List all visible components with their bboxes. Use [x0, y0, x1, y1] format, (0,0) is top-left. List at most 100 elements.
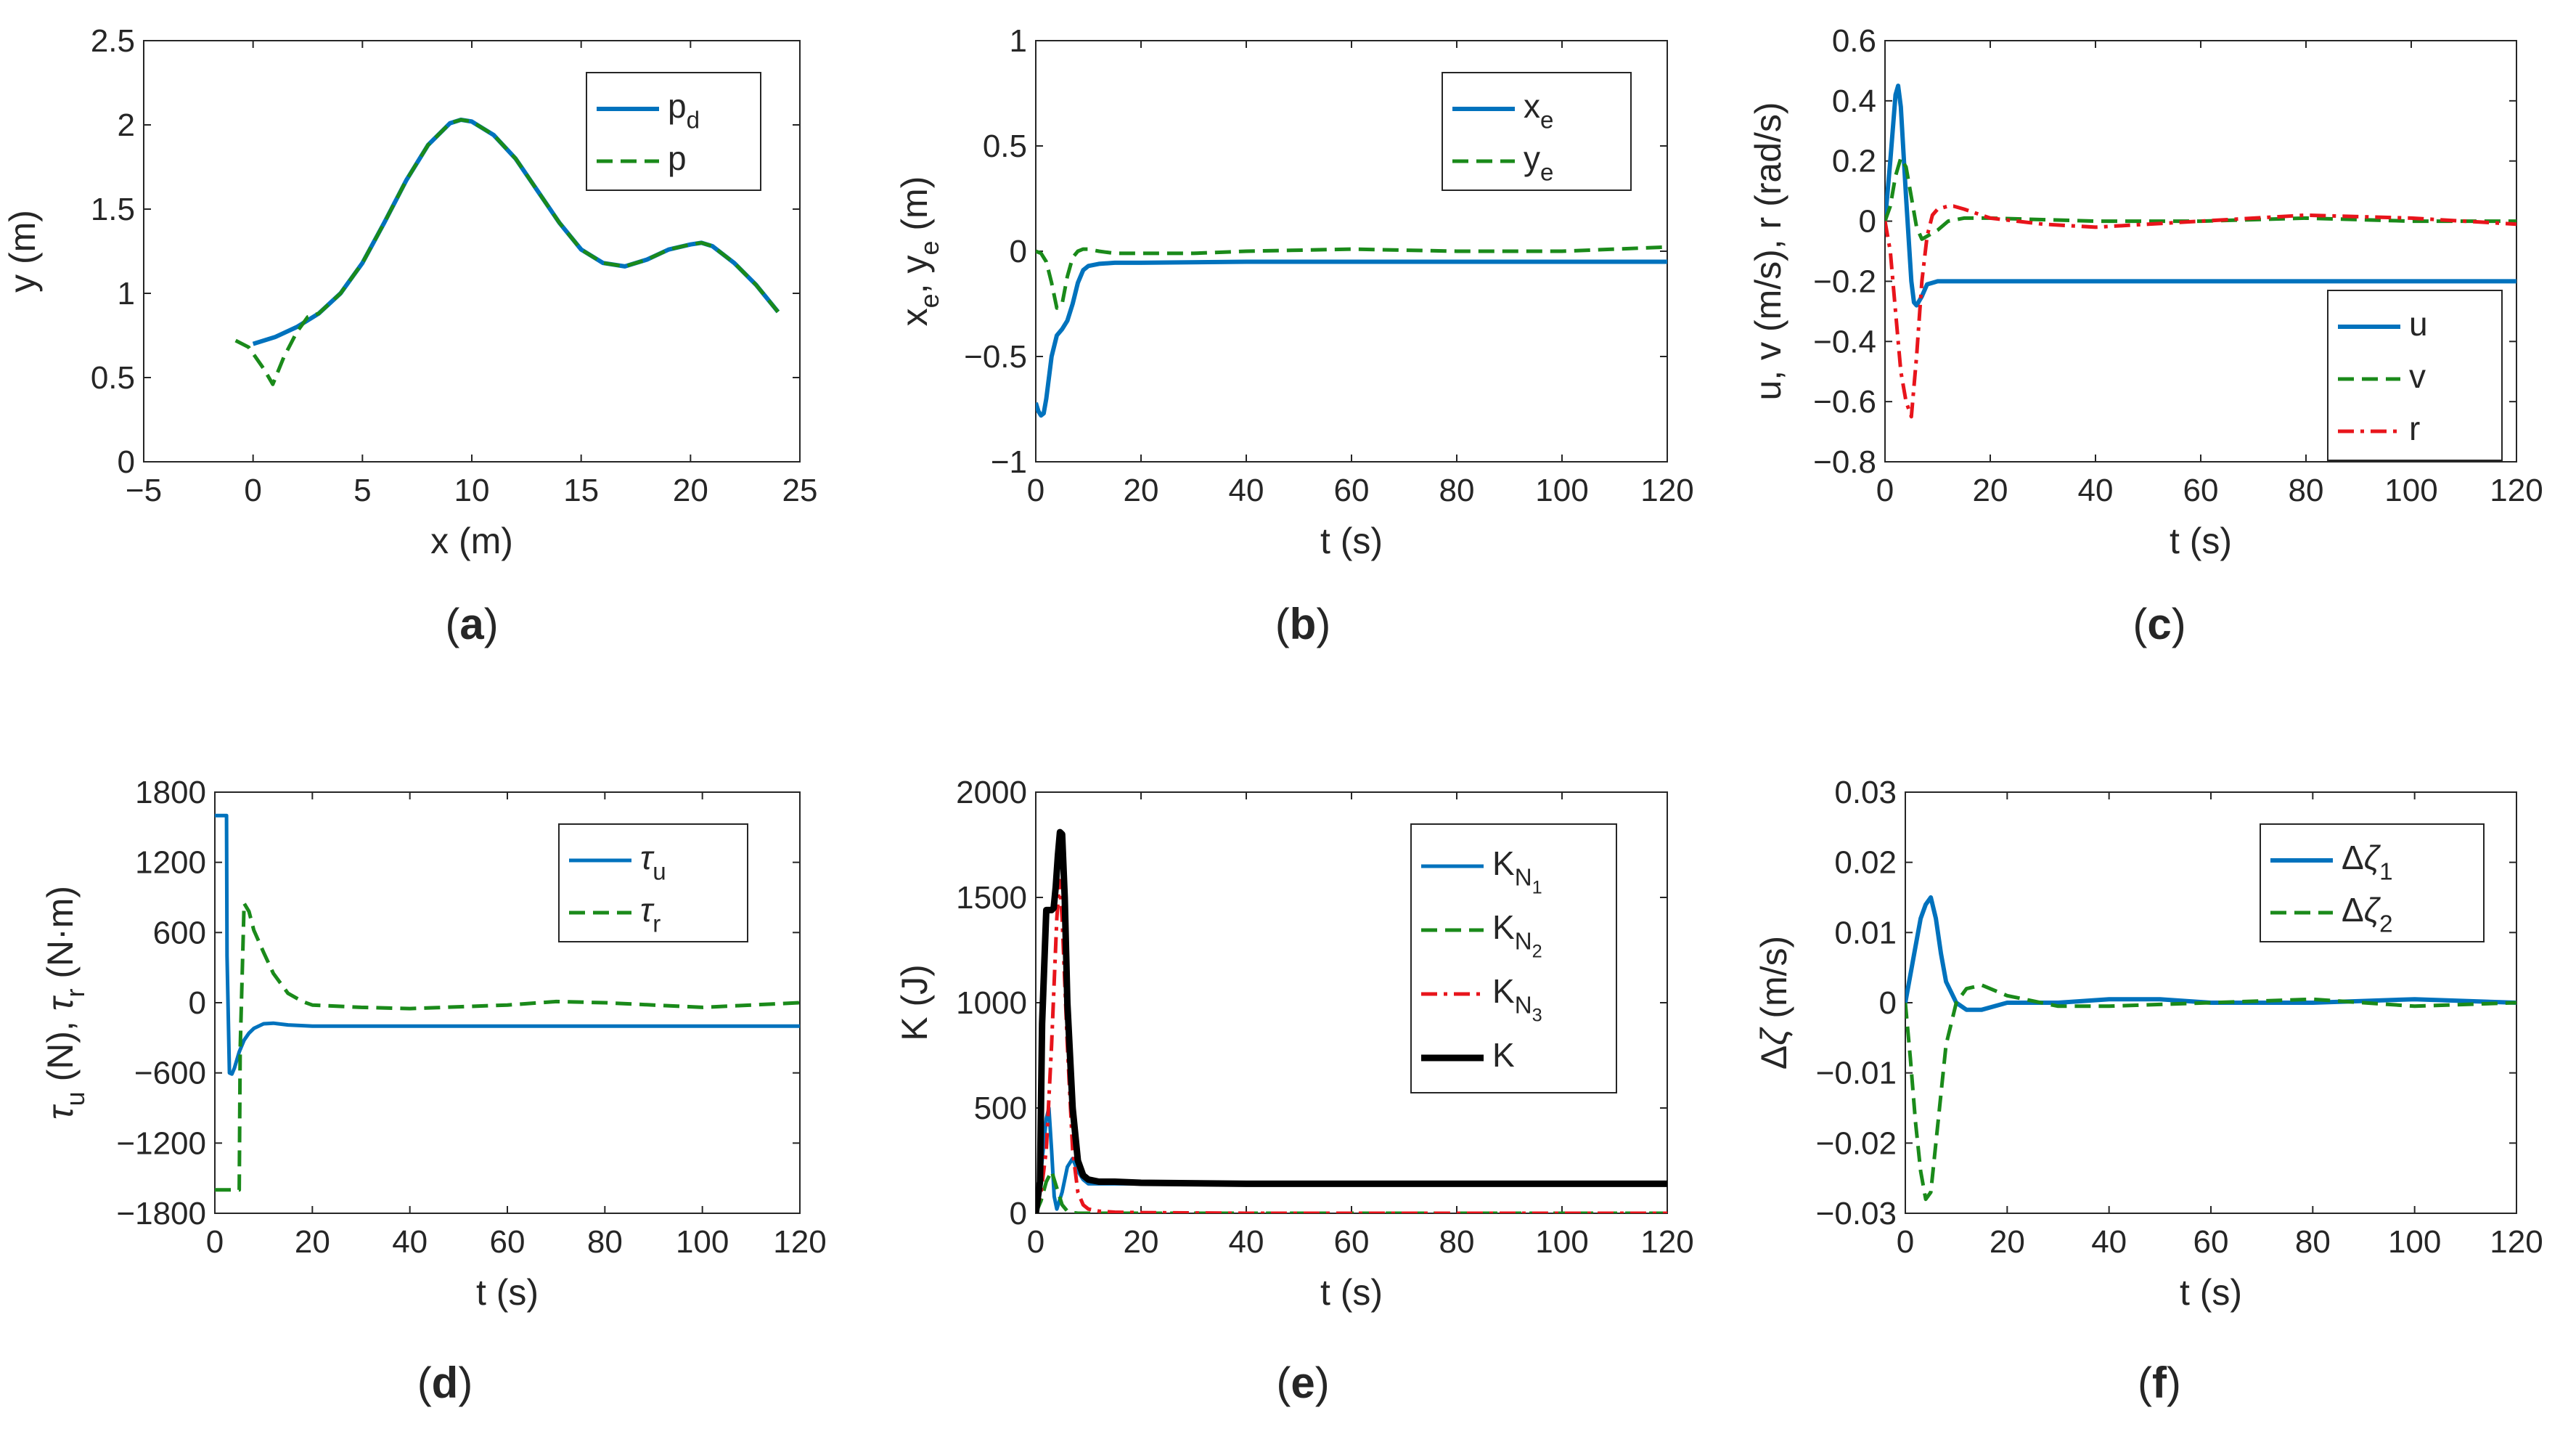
- y-tick-label: 1200: [135, 845, 206, 881]
- legend-label: pd: [668, 87, 700, 134]
- x-tick-label: 100: [676, 1224, 729, 1260]
- legend-label: xe: [1524, 87, 1553, 134]
- y-tick-label: −1: [991, 444, 1027, 480]
- y-tick-label: 1800: [135, 775, 206, 810]
- y-tick-label: 0: [1859, 204, 1876, 240]
- legend-label-part: r: [2409, 410, 2420, 447]
- caption-close: ): [1316, 600, 1330, 648]
- caption-close: ): [2167, 1358, 2181, 1407]
- x-tick-label: 20: [1990, 1224, 2025, 1260]
- legend-label: r: [2409, 410, 2420, 447]
- y-tick-label: 2: [118, 107, 135, 143]
- x-tick-label: 40: [2078, 473, 2114, 508]
- y-tick-label: 1: [1010, 23, 1027, 59]
- y-tick-label: −0.03: [1816, 1196, 1897, 1231]
- y-tick-label: 0.02: [1834, 845, 1897, 881]
- y-axis-label: y (m): [2, 210, 43, 293]
- y-tick-label: 0: [1010, 1196, 1027, 1231]
- caption-close: ): [458, 1358, 473, 1407]
- x-axis-label: t (s): [2170, 521, 2232, 561]
- x-tick-label: 40: [1229, 473, 1264, 508]
- legend-label-part: τ: [640, 839, 655, 876]
- legend-label-part: K: [1492, 1036, 1515, 1074]
- y-tick-label: −1200: [116, 1125, 206, 1161]
- y-tick-label: −0.5: [964, 339, 1027, 375]
- x-axis-label: t (s): [1320, 1272, 1383, 1313]
- x-tick-label: 0: [1027, 1224, 1044, 1260]
- y-axis-label-part: (m): [894, 176, 935, 241]
- y-axis-label: τu (N), τr (N·m): [40, 886, 90, 1120]
- panel-caption: (b): [1275, 600, 1331, 648]
- legend-label: τr: [640, 891, 661, 938]
- x-tick-label: 40: [392, 1224, 428, 1260]
- y-tick-label: −0.6: [1813, 384, 1876, 420]
- x-tick-label: 120: [2490, 1224, 2543, 1260]
- x-tick-label: 80: [587, 1224, 623, 1260]
- y-tick-label: 1.5: [91, 192, 135, 227]
- x-tick-label: −5: [126, 473, 162, 508]
- y-axis-label-part: e: [915, 293, 944, 308]
- y-axis-label-part: r: [60, 989, 90, 998]
- legend-label: Δζ2: [2342, 891, 2392, 938]
- y-axis-label-part: τ: [40, 995, 81, 1011]
- y-tick-label: 2000: [956, 775, 1027, 810]
- legend-label-part: Δ: [2342, 891, 2364, 929]
- x-axis-label-part: t (s): [476, 1272, 539, 1313]
- legend-label: ye: [1524, 139, 1553, 187]
- y-tick-label: 0: [1879, 985, 1897, 1021]
- y-tick-label: 1: [118, 276, 135, 311]
- caption-letter: e: [1291, 1358, 1314, 1407]
- x-axis-label: t (s): [476, 1272, 539, 1313]
- y-tick-label: 0.4: [1832, 83, 1876, 119]
- x-axis-label: t (s): [1320, 521, 1383, 561]
- x-axis-label-part: t (s): [1320, 1272, 1383, 1313]
- x-tick-label: 20: [295, 1224, 330, 1260]
- legend-label-part: K: [1492, 908, 1515, 946]
- legend-label-part: 1: [2379, 859, 2392, 886]
- y-axis-label: xe, ye (m): [894, 176, 944, 327]
- y-axis-label-part: , y: [894, 256, 935, 294]
- x-axis-label-part: t (s): [1320, 521, 1383, 561]
- chart-b: 0 20 40 60 80 100 120−1−0.500.51t (s)xe, ye (m…: [894, 23, 1694, 648]
- caption-open: (: [2133, 600, 2147, 648]
- y-tick-label: 600: [153, 915, 206, 950]
- legend-label: τu: [640, 839, 666, 886]
- legend-label: Δζ1: [2342, 839, 2392, 886]
- series-line-Δζ2: [1905, 983, 2516, 1202]
- y-axis-label: u, v (m/s), r (rad/s): [1748, 102, 1788, 400]
- y-tick-label: 0.5: [91, 360, 135, 396]
- y-tick-label: 0.5: [983, 129, 1027, 164]
- x-tick-label: 20: [1124, 1224, 1159, 1260]
- legend-label: K: [1492, 1036, 1515, 1074]
- legend-label-part: 1: [1532, 877, 1542, 897]
- legend-label-part: u: [2409, 305, 2428, 343]
- y-tick-label: 500: [974, 1091, 1027, 1126]
- x-tick-label: 15: [563, 473, 599, 508]
- x-axis-label: t (s): [2180, 1272, 2242, 1313]
- x-tick-label: 0: [1027, 473, 1044, 508]
- y-axis-label-part: e: [915, 240, 944, 255]
- y-tick-label: −1800: [116, 1196, 206, 1231]
- x-tick-label: 80: [1439, 473, 1475, 508]
- series-line-K: [1036, 828, 1667, 1213]
- legend-label-part: x: [1524, 87, 1540, 125]
- legend-label-part: Δ: [2342, 839, 2364, 876]
- x-tick-label: 0: [1897, 1224, 1914, 1260]
- y-axis-label-part: K (J): [894, 964, 935, 1041]
- y-axis-label: Δζ (m/s): [1754, 936, 1794, 1070]
- x-tick-label: 20: [1124, 473, 1159, 508]
- legend-label-part: N: [1515, 929, 1532, 956]
- legend-label-part: v: [2409, 357, 2426, 395]
- legend-box: [1410, 823, 1617, 1093]
- panel-caption: (c): [2133, 600, 2185, 648]
- y-tick-label: −0.02: [1816, 1125, 1897, 1161]
- caption-close: ): [484, 600, 499, 648]
- legend-label-part: 2: [2379, 911, 2392, 938]
- series-line-τ_u: [215, 813, 800, 1076]
- x-tick-label: 40: [2091, 1224, 2127, 1260]
- x-tick-label: 120: [1640, 473, 1693, 508]
- chart-c: 0 20 40 60 80 100 120 −0.8 −0.6 −0.4 −0.2 0 0.2 0.4 0.…: [1748, 23, 2543, 648]
- y-tick-label: −0.8: [1813, 444, 1876, 480]
- chart-e: 0 20 40 60 80 100 120 0 500 1000 1500 2000 t (s) K (J…: [894, 775, 1694, 1407]
